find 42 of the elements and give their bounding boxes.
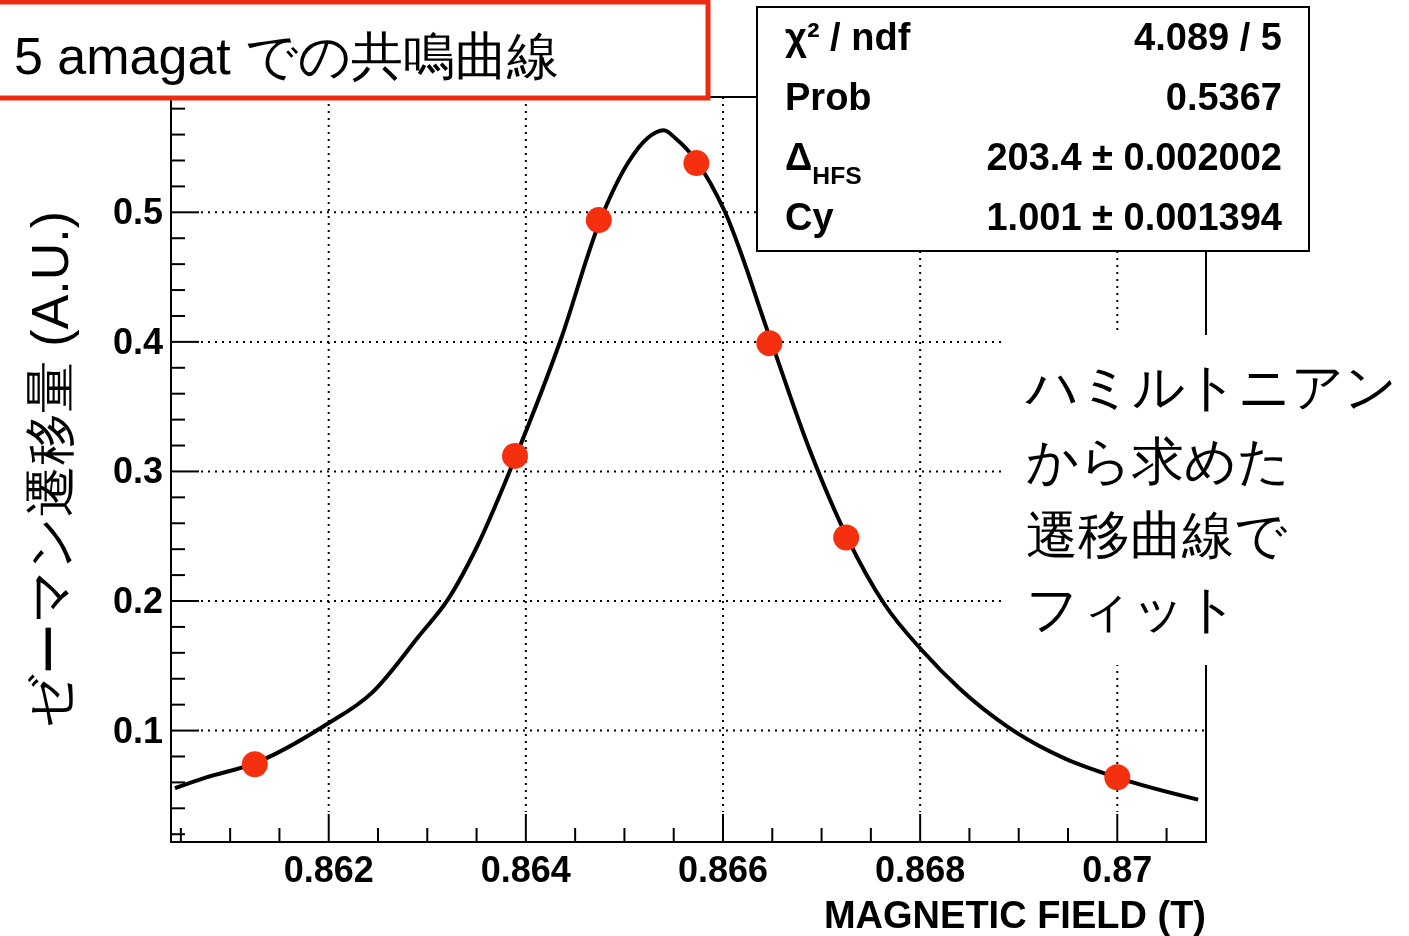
tick-mark: 0.1: [112, 709, 200, 751]
y-tick-label: 0.4: [112, 320, 163, 362]
x-tick-label: 0.87: [1082, 849, 1153, 890]
annotation: 1.001 ± 0.001394: [986, 196, 1282, 238]
x-axis-title: MAGNETIC FIELD (T): [823, 894, 1206, 936]
y-axis-title: ゼーマン遷移量 (A.U.): [21, 210, 79, 729]
y-tick-label: 0.2: [112, 580, 163, 622]
y-tick-label: 0.3: [112, 450, 163, 492]
annotation: 遷移曲線で: [1026, 506, 1288, 564]
annotation: から求めた: [1026, 432, 1290, 490]
x-tick-label: 0.862: [283, 849, 374, 890]
point: [241, 751, 268, 778]
y-tick-label: 0.5: [112, 191, 163, 233]
chart-title: 5 amagat での共鳴曲線: [14, 27, 560, 85]
tick-mark: 0.87: [1082, 813, 1153, 890]
text: χ² / ndf: [785, 16, 911, 58]
y-tick-label: 0.1: [112, 709, 163, 751]
point: [756, 330, 783, 357]
x-tick-label: 0.866: [677, 849, 769, 890]
tick-mark: 0.864: [480, 813, 571, 890]
tick-mark: 0.866: [677, 813, 769, 890]
tick-mark: 0.4: [112, 320, 200, 362]
x-tick-label: 0.868: [875, 849, 966, 890]
tick-mark: 0.862: [283, 813, 374, 890]
annotation: ハミルトニアン: [1025, 358, 1397, 416]
tick-mark: 0.2: [112, 580, 200, 621]
x-tick-label: 0.864: [480, 849, 571, 890]
point: [585, 207, 612, 234]
tick-mark: 0.868: [875, 813, 966, 890]
point: [502, 442, 528, 469]
annotation: Cy: [785, 196, 834, 238]
tick-mark: 0.3: [112, 450, 200, 492]
annotation: フィット: [1026, 580, 1238, 638]
point: [683, 150, 710, 177]
tick-mark: 0.5: [112, 191, 200, 233]
point: [833, 524, 860, 551]
annotation: 0.5367: [1165, 76, 1282, 118]
annotation: Δ$_{HFS}$: [785, 136, 862, 189]
annotation: Prob: [785, 76, 872, 118]
point: [1104, 764, 1131, 791]
text: 4.089 / 5: [1134, 16, 1282, 58]
annotation: 203.4 ± 0.002002: [986, 136, 1282, 178]
